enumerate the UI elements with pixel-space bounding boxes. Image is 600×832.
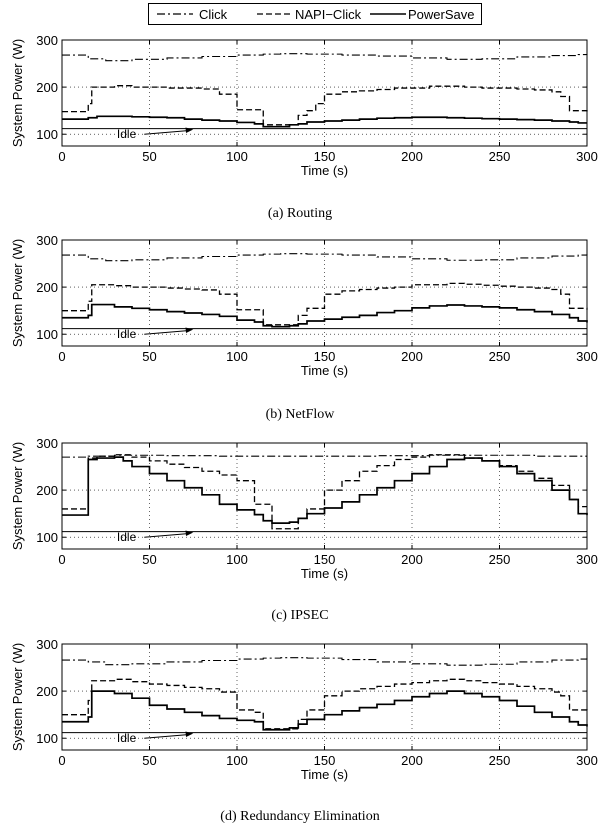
x-tick-label: 150 — [314, 753, 336, 768]
series-line-powersave — [62, 456, 588, 524]
x-tick-label: 100 — [226, 753, 248, 768]
legend-line-click — [157, 13, 193, 15]
y-tick-label: 100 — [36, 731, 58, 746]
chart-legend: Click NAPI−Click PowerSave — [148, 3, 482, 25]
caption-netflow: (b) NetFlow — [265, 407, 335, 422]
x-axis-label: Time (s) — [301, 767, 348, 782]
x-tick-label: 0 — [58, 552, 65, 567]
x-tick-label: 0 — [58, 349, 65, 364]
x-tick-label: 200 — [401, 349, 423, 364]
series-line-click — [62, 253, 588, 262]
idle-arrow-shaft — [144, 330, 190, 335]
x-tick-label: 100 — [226, 149, 248, 164]
series-line-napi-click — [62, 282, 588, 326]
chart-ipsec: Idle 0 50 100 150 200 250 300 100 200 300 Time (s) S… — [10, 436, 598, 581]
x-tick-label: 150 — [314, 349, 336, 364]
x-tick-label: 200 — [401, 753, 423, 768]
series-line-click — [62, 657, 588, 666]
idle-arrow-head — [185, 327, 194, 333]
series-line-powersave — [62, 303, 588, 328]
y-tick-label: 100 — [36, 327, 58, 342]
chart-netflow: Idle 0 50 100 150 200 250 300 100 200 300 Time (s) S… — [10, 233, 598, 378]
legend-line-napi-click — [257, 13, 293, 15]
caption-routing: (a) Routing — [267, 206, 333, 221]
legend-label-napi-click: NAPI−Click — [295, 7, 362, 22]
idle-label: Idle — [117, 327, 137, 341]
y-axis-label: System Power (W) — [10, 643, 25, 751]
y-tick-label: 100 — [36, 530, 58, 545]
x-tick-label: 150 — [314, 149, 336, 164]
idle-arrow-shaft — [144, 130, 190, 135]
x-tick-label: 300 — [576, 552, 598, 567]
x-tick-label: 100 — [226, 349, 248, 364]
x-tick-label: 300 — [576, 753, 598, 768]
caption-ipsec: (c) IPSEC — [271, 608, 329, 623]
x-tick-label: 50 — [142, 349, 156, 364]
idle-label: Idle — [117, 731, 137, 745]
idle-arrow-head — [185, 530, 194, 536]
x-tick-label: 200 — [401, 149, 423, 164]
x-tick-label: 150 — [314, 552, 336, 567]
x-axis-label: Time (s) — [301, 363, 348, 378]
x-tick-label: 250 — [489, 149, 511, 164]
y-tick-label: 300 — [36, 233, 58, 248]
x-axis-label: Time (s) — [301, 163, 348, 178]
x-tick-label: 300 — [576, 349, 598, 364]
grid — [62, 240, 587, 346]
y-tick-label: 300 — [36, 637, 58, 652]
idle-arrow-shaft — [144, 734, 190, 739]
y-tick-label: 300 — [36, 33, 58, 48]
idle-arrow-shaft — [144, 533, 190, 538]
legend-label-click: Click — [199, 7, 228, 22]
x-tick-label: 100 — [226, 552, 248, 567]
x-tick-label: 250 — [489, 753, 511, 768]
y-tick-label: 200 — [36, 80, 58, 95]
series-line-napi-click — [62, 85, 588, 126]
idle-arrow-head — [185, 731, 194, 737]
y-tick-label: 300 — [36, 436, 58, 451]
idle-arrow-head — [185, 127, 194, 133]
y-tick-label: 100 — [36, 127, 58, 142]
x-tick-label: 250 — [489, 349, 511, 364]
caption-redundancy-elimination: (d) Redundancy Elimination — [220, 809, 380, 824]
x-axis-label: Time (s) — [301, 566, 348, 581]
idle-label: Idle — [117, 127, 137, 141]
y-tick-label: 200 — [36, 280, 58, 295]
series-line-napi-click — [62, 454, 587, 530]
x-tick-label: 0 — [58, 149, 65, 164]
grid — [62, 40, 587, 146]
legend-label-powersave: PowerSave — [408, 7, 475, 22]
y-axis-label: System Power (W) — [10, 39, 25, 147]
chart-routing: Idle 0 50 100 150 200 250 300 100 200 300 Time (s) S… — [10, 33, 598, 178]
x-tick-label: 50 — [142, 149, 156, 164]
x-tick-label: 200 — [401, 552, 423, 567]
y-tick-label: 200 — [36, 684, 58, 699]
x-tick-label: 50 — [142, 753, 156, 768]
chart-redundancy-elimination: Idle 0 50 100 150 200 250 300 100 200 300 Time (s) S… — [10, 637, 598, 782]
series-line-napi-click — [62, 678, 588, 730]
idle-label: Idle — [117, 530, 137, 544]
y-axis-label: System Power (W) — [10, 239, 25, 347]
x-tick-label: 0 — [58, 753, 65, 768]
x-tick-label: 50 — [142, 552, 156, 567]
series-line-powersave — [62, 115, 587, 128]
y-tick-label: 200 — [36, 483, 58, 498]
series-line-powersave — [62, 690, 588, 731]
x-tick-label: 300 — [576, 149, 598, 164]
y-axis-label: System Power (W) — [10, 442, 25, 550]
series-line-click — [62, 53, 588, 62]
x-tick-label: 250 — [489, 552, 511, 567]
legend-line-powersave — [370, 13, 406, 15]
